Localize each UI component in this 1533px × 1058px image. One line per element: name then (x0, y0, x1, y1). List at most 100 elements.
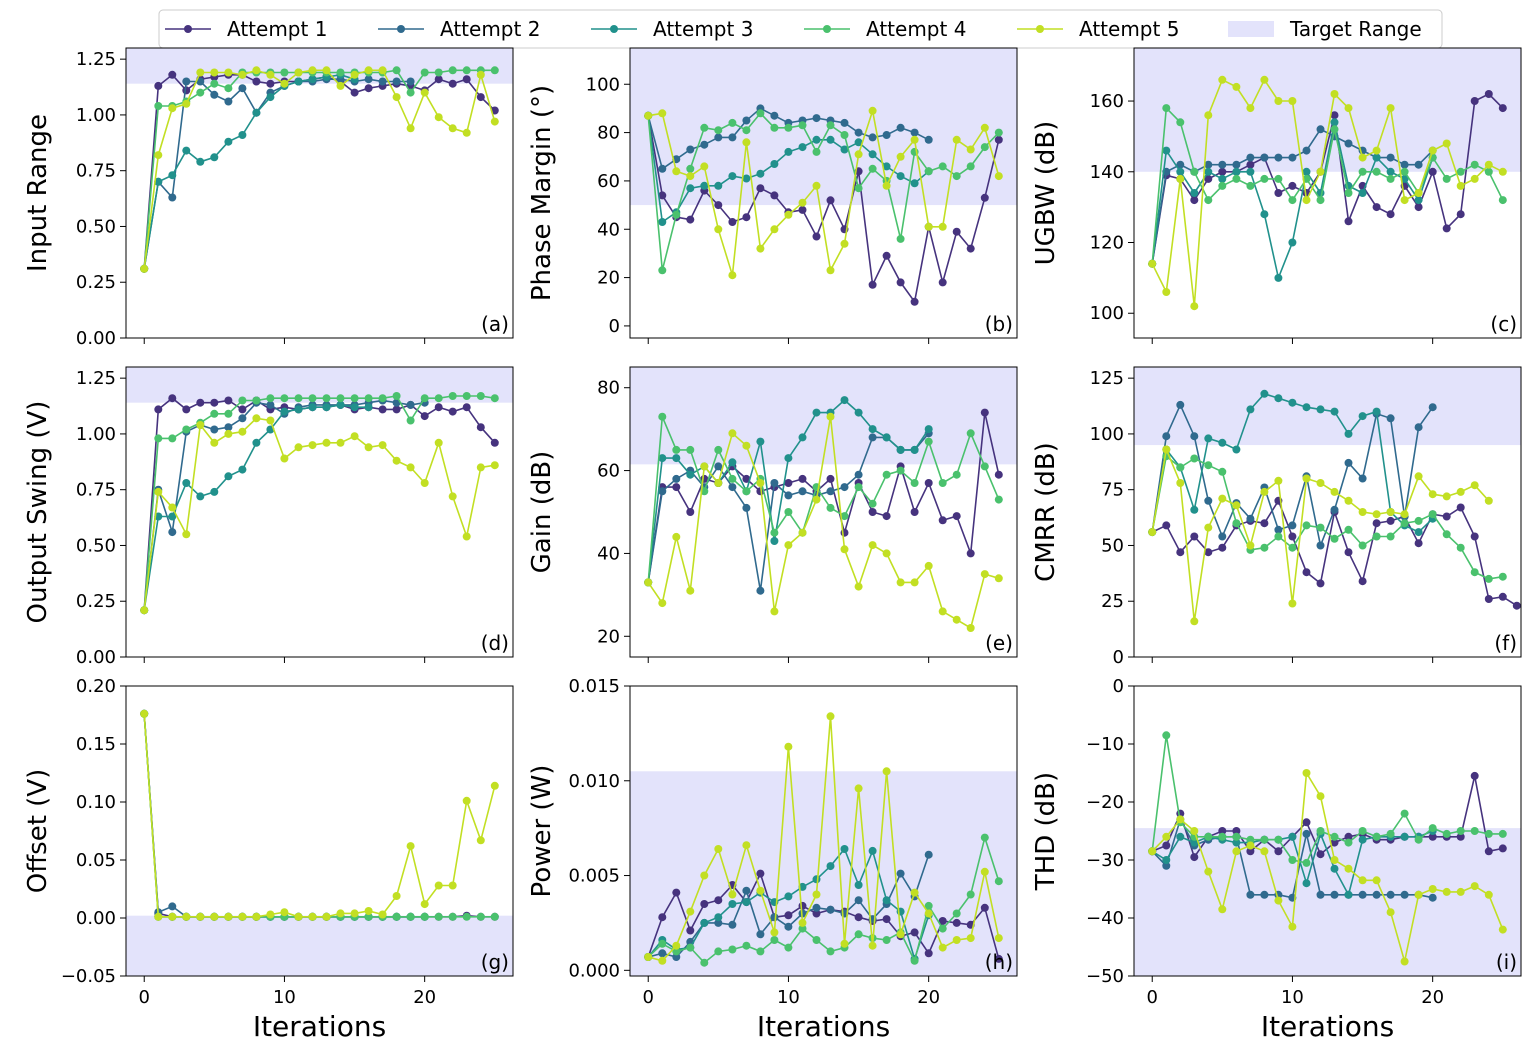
data-point (1288, 856, 1297, 864)
data-point (742, 886, 751, 895)
data-point (868, 541, 877, 550)
data-point (1246, 841, 1255, 850)
y-tick-label: 0.75 (76, 480, 116, 501)
legend-marker (184, 25, 192, 33)
data-point (826, 412, 835, 421)
series-attempt-5 (1148, 769, 1507, 966)
data-point (1162, 841, 1171, 850)
x-tick-label: 20 (413, 987, 436, 1008)
data-point (896, 152, 905, 161)
data-point (840, 118, 849, 127)
data-point (266, 910, 275, 919)
series-line (143, 73, 355, 269)
data-point (854, 408, 863, 417)
data-point (1176, 167, 1185, 176)
data-point (1330, 534, 1339, 543)
data-point (658, 949, 667, 958)
data-point (658, 454, 667, 463)
data-point (784, 123, 793, 132)
panel-tag: (i) (1496, 950, 1517, 974)
data-point (896, 123, 905, 132)
data-point (728, 271, 737, 280)
data-point (1400, 510, 1409, 519)
y-tick-label: 0.05 (76, 850, 116, 871)
data-point (896, 172, 905, 181)
y-axis-label: Power (W) (527, 765, 557, 898)
data-point (294, 394, 303, 403)
data-point (1274, 153, 1283, 162)
data-point (210, 153, 219, 162)
data-point (1316, 196, 1325, 205)
data-point (994, 495, 1003, 504)
data-point (728, 218, 737, 226)
data-point (1302, 829, 1311, 838)
data-point (1162, 861, 1171, 870)
data-point (1358, 508, 1367, 516)
series-line (143, 69, 496, 269)
data-point (1358, 189, 1367, 197)
y-tick-label: 0 (1113, 647, 1124, 668)
legend-item-target-range: Target Range (1228, 17, 1422, 41)
data-point (882, 767, 891, 776)
data-point (1288, 543, 1297, 552)
data-point (1190, 853, 1199, 862)
data-point (924, 167, 933, 176)
y-tick-label: −30 (1086, 850, 1124, 871)
data-point (784, 911, 793, 920)
data-point (1316, 541, 1325, 550)
panel-tag: (h) (985, 950, 1013, 974)
panel-tag: (g) (481, 950, 509, 974)
data-point (728, 458, 737, 467)
data-point (1274, 847, 1283, 856)
data-point (770, 537, 779, 545)
legend-label: Attempt 1 (227, 17, 327, 41)
data-point (1498, 829, 1507, 838)
data-point (924, 135, 933, 144)
data-point (448, 881, 457, 890)
legend-label: Target Range (1289, 17, 1422, 41)
data-point (336, 438, 345, 447)
y-tick-label: 40 (597, 219, 620, 240)
data-point (826, 474, 835, 483)
data-point (1386, 104, 1395, 113)
axes-frame (629, 47, 1018, 339)
series-line (143, 713, 425, 918)
data-point (700, 140, 709, 149)
panel-tag: (c) (1490, 312, 1517, 336)
data-point (714, 201, 723, 210)
y-tick-label: −10 (1086, 734, 1124, 755)
data-point (994, 135, 1003, 144)
data-point (840, 545, 849, 554)
data-point (1316, 523, 1325, 532)
data-point (1204, 174, 1213, 183)
data-point (1442, 139, 1451, 148)
data-point (854, 483, 863, 492)
data-point (952, 227, 961, 236)
y-tick-label: 75 (1101, 480, 1124, 501)
data-point (1456, 503, 1465, 512)
data-point (406, 88, 415, 97)
data-point (1260, 174, 1269, 183)
data-point (910, 928, 919, 937)
data-point (1288, 599, 1297, 608)
data-point (756, 930, 765, 939)
series-line (143, 73, 496, 269)
y-tick-label: 100 (1090, 303, 1124, 324)
data-point (742, 213, 751, 222)
data-point (1302, 879, 1311, 888)
data-point (168, 70, 177, 79)
data-point (406, 842, 415, 851)
data-point (448, 492, 457, 501)
data-point (770, 928, 779, 937)
y-tick-label: 20 (597, 626, 620, 647)
data-point (994, 574, 1003, 583)
data-point (1428, 885, 1437, 893)
data-point (742, 126, 751, 135)
panel-tag: (e) (985, 631, 1013, 655)
data-point (1358, 474, 1367, 483)
data-point (1246, 153, 1255, 162)
data-point (1218, 174, 1227, 183)
data-point (854, 470, 863, 479)
data-point (700, 871, 709, 880)
data-point (322, 912, 331, 921)
